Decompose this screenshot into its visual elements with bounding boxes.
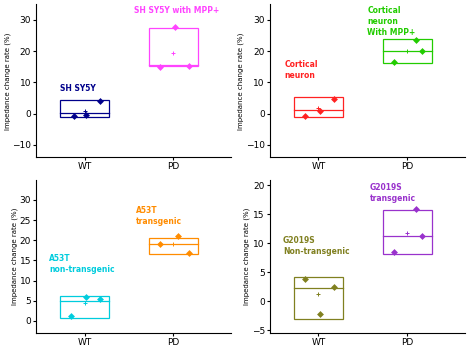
- Text: Cortical
neuron
With MPP+: Cortical neuron With MPP+: [367, 6, 416, 37]
- Y-axis label: Impedance change rate (%): Impedance change rate (%): [238, 32, 244, 130]
- Y-axis label: Impedance change rate (%): Impedance change rate (%): [4, 32, 11, 130]
- Bar: [383, 39, 431, 63]
- Text: A53T
non-transgenic: A53T non-transgenic: [49, 254, 115, 274]
- Y-axis label: Impedance change rate (%): Impedance change rate (%): [12, 208, 18, 305]
- Text: Cortical
neuron: Cortical neuron: [285, 60, 318, 80]
- Bar: [294, 277, 343, 318]
- Text: SH SY5Y with MPP+: SH SY5Y with MPP+: [134, 6, 219, 15]
- Bar: [149, 238, 198, 254]
- Bar: [294, 97, 343, 118]
- Bar: [383, 210, 431, 254]
- Text: SH SY5Y: SH SY5Y: [60, 84, 96, 93]
- Text: A53T
transgenic: A53T transgenic: [136, 206, 182, 226]
- Bar: [61, 100, 109, 118]
- Y-axis label: Impedance change rate (%): Impedance change rate (%): [244, 208, 250, 305]
- Text: G2019S
transgenic: G2019S transgenic: [370, 183, 416, 203]
- Bar: [149, 28, 198, 66]
- Text: G2019S
Non-transgenic: G2019S Non-transgenic: [283, 236, 349, 256]
- Bar: [61, 296, 109, 318]
